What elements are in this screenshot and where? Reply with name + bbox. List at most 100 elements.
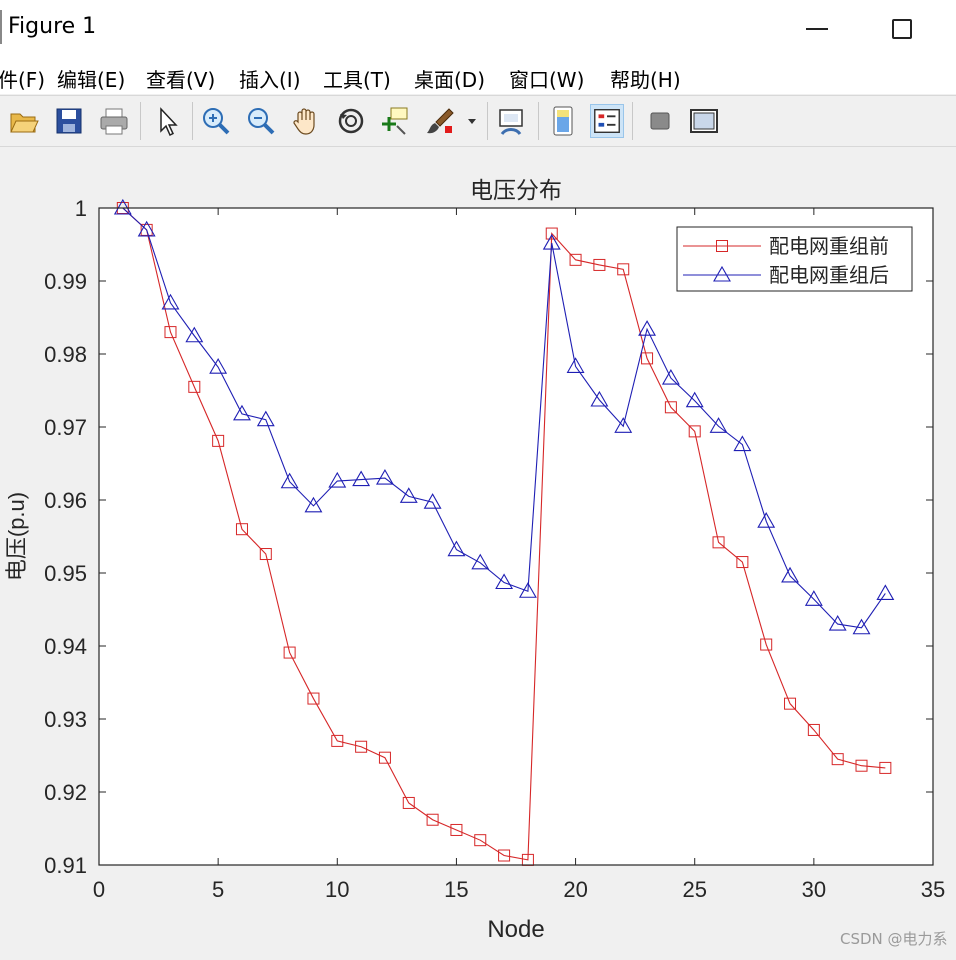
x-tick-label: 10 — [325, 877, 349, 902]
data-point-after — [661, 368, 680, 385]
brush-icon[interactable] — [423, 104, 457, 138]
data-point-after — [876, 584, 895, 600]
data-point-after — [328, 471, 347, 488]
legend-label-before: 配电网重组前 — [769, 234, 889, 258]
y-tick-label: 0.97 — [44, 415, 87, 440]
data-cursor-icon[interactable] — [378, 104, 412, 138]
toolbar-separator — [538, 102, 539, 140]
window-titlebar: Figure 1 — [0, 0, 956, 58]
data-point-before — [259, 548, 272, 561]
data-point-after — [233, 404, 251, 421]
brush-dropdown-icon[interactable] — [462, 104, 482, 138]
menu-edit[interactable]: 编辑(E) — [57, 68, 126, 92]
data-point-before — [212, 434, 225, 447]
legend-label-after: 配电网重组后 — [769, 263, 889, 287]
menu-help[interactable]: 帮助(H) — [610, 68, 681, 92]
colorbar-icon[interactable] — [546, 104, 580, 138]
data-point-after — [638, 320, 657, 336]
data-point-after — [137, 220, 156, 237]
legend: 配电网重组前 配电网重组后 — [676, 226, 913, 292]
data-point-after — [733, 435, 752, 452]
open-file-icon[interactable] — [7, 104, 41, 138]
data-point-before — [378, 751, 391, 764]
data-point-before — [879, 761, 892, 774]
toolbar-separator — [140, 102, 141, 140]
data-point-after — [447, 540, 466, 557]
axes-background — [99, 208, 933, 865]
data-point-before — [474, 834, 487, 847]
y-axis-label: 电压(p.u) — [4, 492, 29, 581]
data-point-after — [828, 614, 847, 631]
data-point-after — [590, 390, 609, 407]
data-point-before — [831, 753, 844, 766]
data-point-before — [807, 723, 820, 736]
y-tick-label: 0.95 — [44, 561, 87, 586]
print-icon[interactable] — [97, 104, 131, 138]
menu-desktop[interactable]: 桌面(D) — [414, 68, 486, 92]
data-point-after — [852, 618, 871, 635]
maximize-button[interactable] — [884, 14, 918, 44]
data-point-before — [545, 227, 558, 240]
y-tick-label: 0.98 — [44, 342, 87, 367]
save-icon[interactable] — [52, 104, 86, 138]
data-point-before — [450, 823, 463, 836]
hide-plot-tools-icon[interactable] — [643, 104, 677, 138]
zoom-in-icon[interactable] — [199, 104, 233, 138]
data-point-before — [402, 796, 415, 809]
data-point-after — [471, 553, 490, 570]
menu-file[interactable]: 件(F) — [0, 68, 46, 92]
legend-icon[interactable] — [590, 104, 624, 138]
data-point-before — [355, 740, 368, 753]
y-tick-label: 0.94 — [44, 634, 87, 659]
x-axis-label: Node — [487, 916, 544, 943]
toolbar — [0, 95, 956, 147]
data-point-after — [685, 391, 704, 408]
data-point-after — [542, 233, 561, 250]
toolbar-separator — [632, 102, 633, 140]
data-point-before — [569, 253, 582, 266]
select-pointer-icon[interactable] — [150, 104, 184, 138]
figure-canvas: 0 5 10 15 20 25 30 35 0.91 0.92 0.93 0.94 0.95 0.96 0.… — [0, 146, 956, 956]
data-point-before — [617, 263, 630, 276]
show-plot-tools-icon[interactable] — [687, 104, 721, 138]
menu-insert[interactable]: 插入(I) — [239, 68, 301, 92]
x-tick-label: 5 — [212, 877, 224, 902]
y-tick-label: 0.91 — [44, 853, 87, 878]
series-line-after — [122, 207, 886, 629]
data-point-after — [495, 573, 514, 590]
data-point-before — [712, 536, 725, 549]
data-point-before — [664, 401, 677, 414]
data-point-before — [641, 352, 654, 365]
y-tick-label: 0.96 — [44, 488, 87, 513]
data-point-before — [164, 326, 177, 339]
x-tick-label: 20 — [563, 877, 587, 902]
data-point-before — [498, 849, 511, 862]
zoom-out-icon[interactable] — [244, 104, 278, 138]
data-point-after — [709, 417, 728, 433]
pan-hand-icon[interactable] — [289, 104, 323, 138]
x-tick-label: 15 — [444, 877, 468, 902]
legend-marker — [716, 240, 728, 252]
menu-window[interactable]: 窗口(W) — [509, 68, 585, 92]
axes-frame — [98, 207, 934, 866]
data-point-after — [781, 566, 799, 583]
data-point-before — [426, 813, 439, 826]
data-point-after — [256, 410, 275, 427]
link-plot-icon[interactable] — [494, 104, 528, 138]
legend-marker — [713, 265, 731, 282]
minimize-button[interactable] — [800, 14, 840, 44]
data-point-after — [518, 582, 537, 598]
voltage-chart: 0 5 10 15 20 25 30 35 0.91 0.92 0.93 0.94 0.95 0.96 0.… — [4, 178, 948, 948]
legend-box — [676, 226, 913, 292]
data-point-after — [399, 487, 418, 503]
data-point-before — [855, 759, 868, 772]
menu-view[interactable]: 查看(V) — [146, 68, 216, 92]
rotate-3d-icon[interactable] — [334, 104, 368, 138]
data-point-before — [188, 380, 201, 393]
menu-tools[interactable]: 工具(T) — [323, 68, 391, 92]
data-point-after — [757, 512, 776, 528]
y-tick-label: 0.92 — [44, 780, 87, 805]
toolbar-separator — [192, 102, 193, 140]
y-tick-label: 0.93 — [44, 707, 87, 732]
titlebar-edge — [0, 10, 2, 44]
